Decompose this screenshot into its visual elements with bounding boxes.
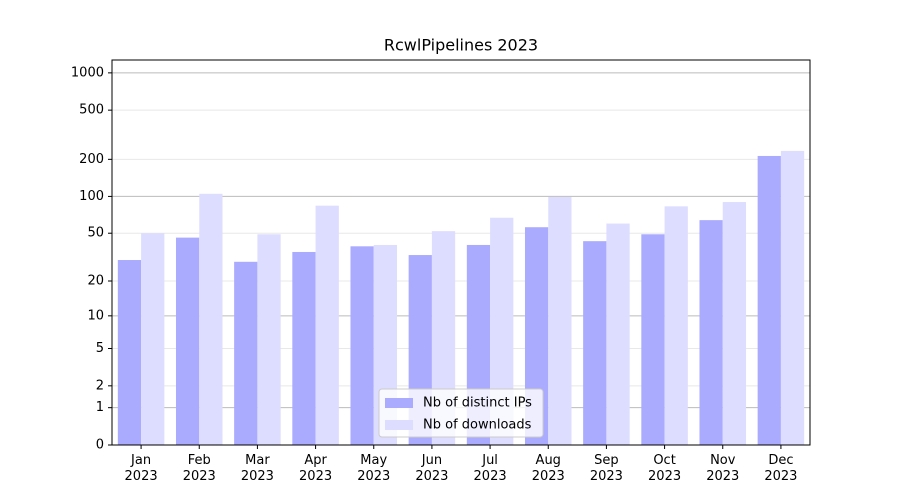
x-tick-label: Nov 2023: [706, 453, 740, 484]
x-tick-label: May 2023: [357, 453, 391, 484]
legend-swatch: [385, 420, 413, 430]
bar: [199, 193, 223, 445]
y-tick-label: 0: [96, 438, 104, 453]
legend: Nb of distinct IPs Nb of downloads: [378, 388, 544, 438]
bar: [350, 246, 374, 445]
bar: [548, 196, 572, 445]
bar: [490, 217, 514, 445]
bar: [664, 206, 688, 445]
x-tick-label: Jan 2023: [124, 453, 158, 484]
y-tick-label: 500: [79, 103, 104, 118]
x-tick-label: Jun 2023: [415, 453, 449, 484]
y-tick-label: 50: [87, 226, 104, 241]
bar: [175, 237, 200, 445]
bar: [292, 251, 316, 445]
bar: [641, 234, 665, 445]
plot-frame: [111, 59, 811, 446]
x-tick-label: Oct 2023: [648, 453, 682, 484]
legend-label: Nb of downloads: [423, 418, 532, 433]
bar: [315, 205, 339, 445]
bar: [257, 234, 281, 445]
legend-label: Nb of distinct IPs: [423, 396, 532, 411]
y-tick-label: 1000: [71, 65, 104, 80]
x-tick-label: Apr 2023: [299, 453, 333, 484]
y-tick-label: 200: [79, 152, 104, 167]
bar: [141, 233, 165, 445]
y-tick-label: 10: [87, 308, 104, 323]
bar: [117, 260, 142, 445]
bar: [699, 220, 723, 445]
bar: [757, 155, 781, 445]
y-tick-label: 20: [87, 274, 104, 289]
legend-swatch: [385, 398, 413, 408]
bar: [606, 223, 630, 445]
bar: [583, 241, 607, 445]
x-tick-label: Sep 2023: [589, 453, 623, 484]
y-tick-label: 5: [96, 341, 104, 356]
x-tick-label: Mar 2023: [240, 453, 274, 484]
x-tick-label: Jul 2023: [473, 453, 507, 484]
x-tick-label: Aug 2023: [531, 453, 565, 484]
x-tick-label: Feb 2023: [182, 453, 216, 484]
bar: [234, 261, 258, 445]
bar: [722, 202, 747, 445]
chart-title: RcwlPipelines 2023: [384, 36, 538, 55]
x-tick-label: Dec 2023: [764, 453, 798, 484]
y-tick-label: 100: [79, 189, 104, 204]
bar: [780, 150, 805, 445]
y-tick-label: 2: [96, 378, 104, 393]
y-tick-label: 1: [96, 400, 104, 415]
legend-box: [378, 388, 544, 438]
